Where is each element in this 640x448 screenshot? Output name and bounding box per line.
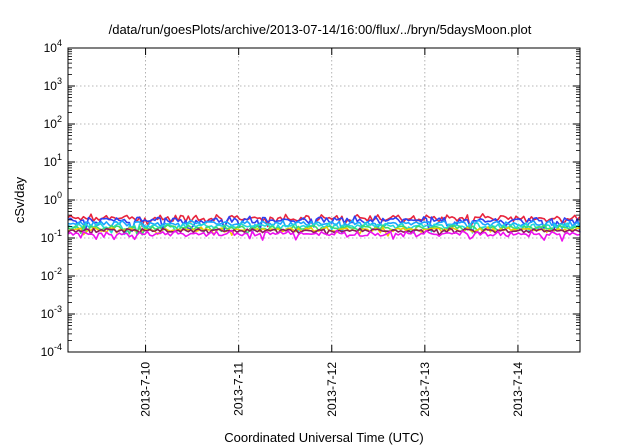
chart-title: /data/run/goesPlots/archive/2013-07-14/1… [108,22,532,37]
y-tick-label: 10-4 [41,342,62,359]
x-tick-label: 2013-7-13 [418,362,432,417]
x-axis-label: Coordinated Universal Time (UTC) [224,430,424,445]
y-tick-labels: 10-4 10-3 10-2 10-1 100 101 102 103 104 [41,38,62,359]
y-tick-label: 102 [44,114,62,131]
y-tick-label: 10-1 [41,228,62,245]
y-tick-label: 103 [44,76,62,93]
x-tick-labels: 2013-7-10 2013-7-11 2013-7-12 2013-7-13 2013… [139,362,525,417]
y-axis-label: cSv/day [12,176,27,223]
series-line [67,221,581,236]
y-tick-label: 104 [44,38,62,55]
y-tick-label: 100 [44,190,62,207]
y-tick-label: 10-2 [41,266,62,283]
x-tick-label: 2013-7-14 [511,362,525,417]
x-tick-label: 2013-7-11 [232,362,246,416]
series-line [67,215,581,233]
series-line [67,229,581,242]
x-tick-label: 2013-7-10 [139,362,153,417]
y-tick-label: 101 [44,152,62,169]
grid-lines [68,48,580,352]
series-line [67,219,581,234]
series-line [67,227,581,236]
axis-ticks [68,47,580,353]
y-tick-label: 10-3 [41,304,62,321]
x-tick-label: 2013-7-12 [325,362,339,417]
series-layer [67,213,581,242]
